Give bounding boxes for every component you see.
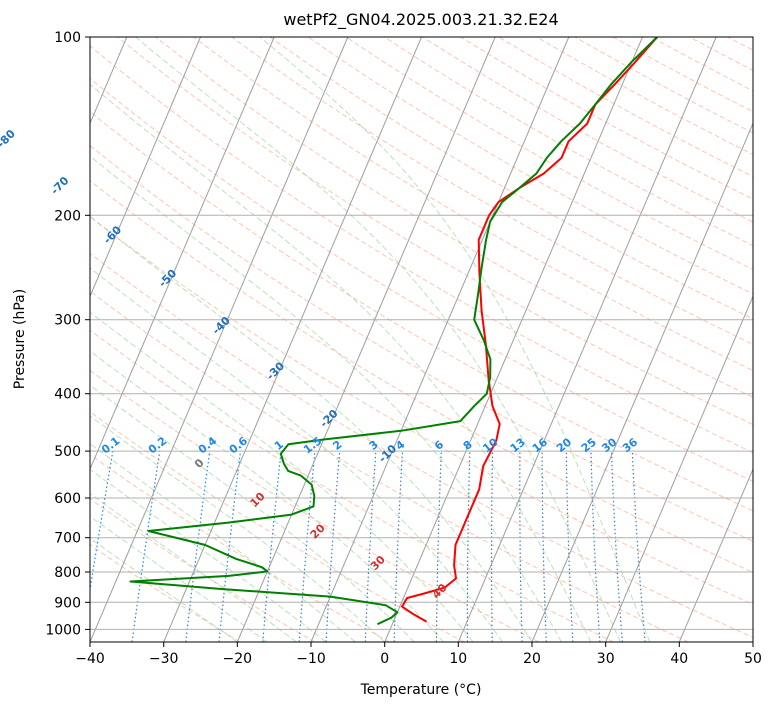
isotherm-line [531, 122, 753, 642]
dry-adiabat [90, 411, 465, 642]
y-tick-label: 200 [54, 208, 81, 224]
isotherm-line [90, 37, 275, 471]
isotherm-line [310, 37, 570, 642]
x-tick-label: 10 [449, 651, 467, 667]
y-axis-label: Pressure (hPa) [12, 289, 28, 389]
moist-adiabat [90, 311, 474, 642]
dry-adiabat [90, 45, 753, 454]
dry-adiabat [193, 37, 753, 372]
dry-adiabat [90, 498, 315, 642]
x-axis-label: Temperature (°C) [360, 682, 482, 698]
isotherm-line [90, 37, 201, 298]
y-tick-label: 400 [54, 387, 81, 403]
y-tick-label: 700 [54, 531, 81, 547]
dry-adiabat [90, 290, 689, 642]
mixing-ratio-line [298, 451, 316, 642]
moist-adiabat [90, 537, 238, 642]
dewpoint-line [129, 37, 658, 626]
x-tick-label: 30 [597, 651, 615, 667]
moist-adiabat [135, 37, 621, 642]
x-axis: −40 −30 −20 −10 0 10 20 30 40 50 [75, 642, 762, 667]
isotherm-line [384, 37, 643, 642]
dry-adiabat [269, 37, 753, 320]
isotherm-line [605, 295, 753, 642]
moist-adiabat [90, 415, 386, 642]
dry-adiabat [90, 77, 753, 482]
background-lines [90, 37, 753, 642]
y-tick-label: 1000 [45, 622, 81, 638]
x-tick-label: 50 [744, 651, 762, 667]
x-tick-label: −10 [296, 651, 326, 667]
x-tick-label: −40 [75, 651, 105, 667]
moist-adiabat [90, 468, 327, 642]
moist-adiabat [90, 350, 444, 642]
y-axis: 100 200 300 400 500 600 700 800 900 1000 [45, 30, 90, 638]
moist-adiabat [90, 155, 562, 642]
isotherm-line [90, 37, 349, 642]
plot-frame [89, 36, 754, 643]
dry-adiabat [90, 145, 753, 542]
x-tick-label: 40 [670, 651, 688, 667]
x-tick-label: −20 [223, 651, 253, 667]
y-tick-label: 600 [54, 491, 81, 507]
chart-title: wetPf2_GN04.2025.003.21.32.E24 [283, 10, 558, 30]
y-tick-label: 900 [54, 595, 81, 611]
mixing-ratio-line [631, 451, 646, 642]
x-tick-label: 0 [380, 651, 389, 667]
moist-adiabat [90, 83, 592, 642]
moist-adiabat [90, 215, 533, 642]
x-tick-label: −30 [149, 651, 179, 667]
dry-adiabat [90, 110, 753, 512]
dry-adiabat [90, 215, 753, 606]
isotherm-line [678, 467, 753, 642]
dry-adiabat [90, 454, 390, 642]
moist-adiabat [259, 37, 651, 642]
mixing-ratio-line [262, 451, 282, 642]
isotherm-line [236, 37, 496, 642]
dry-adiabat [90, 369, 540, 642]
mixing-ratio-line [218, 451, 242, 642]
moist-adiabat [90, 515, 268, 642]
y-tick-label: 500 [54, 444, 81, 460]
moist-adiabat [90, 443, 356, 642]
dry-adiabat [231, 37, 753, 345]
grid-lines [90, 37, 753, 642]
mixing-ratio-line [90, 450, 114, 594]
y-tick-label: 300 [54, 313, 81, 329]
dry-adiabat [90, 179, 753, 573]
isotherm-line [163, 37, 422, 642]
x-tick-label: 20 [523, 651, 541, 667]
dry-adiabat [307, 37, 753, 295]
mixing-ratio-line [185, 451, 211, 642]
y-tick-label: 100 [54, 30, 81, 46]
series-lines [129, 37, 658, 626]
isotherm-line [457, 37, 717, 642]
y-tick-label: 800 [54, 565, 81, 581]
